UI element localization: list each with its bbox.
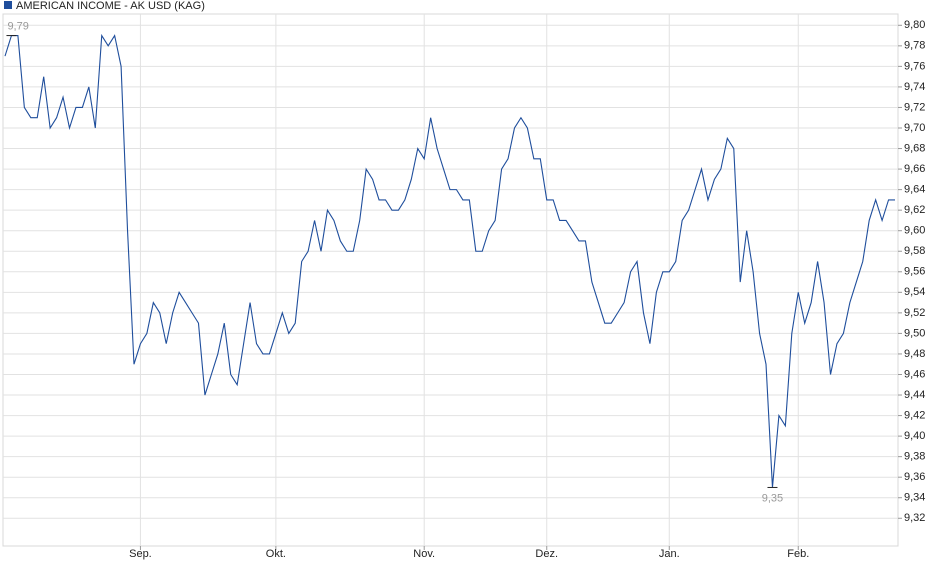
y-tick-label: 9,58 bbox=[904, 245, 925, 257]
legend-swatch bbox=[4, 1, 12, 9]
y-tick-label: 9,76 bbox=[904, 60, 925, 72]
y-tick-label: 9,46 bbox=[904, 368, 925, 380]
x-tick-label: Dez. bbox=[535, 548, 558, 560]
x-tick-label: Jan. bbox=[659, 548, 680, 560]
y-tick-label: 9,40 bbox=[904, 430, 925, 442]
y-tick-label: 9,68 bbox=[904, 142, 925, 154]
y-tick-label: 9,36 bbox=[904, 471, 925, 483]
y-tick-label: 9,64 bbox=[904, 184, 925, 196]
y-tick-label: 9,50 bbox=[904, 327, 925, 339]
y-tick-label: 9,56 bbox=[904, 266, 925, 278]
x-tick-label: Okt. bbox=[266, 548, 286, 560]
y-tick-label: 9,80 bbox=[904, 19, 925, 31]
x-tick-label: Feb. bbox=[787, 548, 809, 560]
x-tick-label: Sep. bbox=[129, 548, 152, 560]
y-tick-label: 9,60 bbox=[904, 225, 925, 237]
y-tick-label: 9,70 bbox=[904, 122, 925, 134]
y-tick-label: 9,32 bbox=[904, 512, 925, 524]
y-tick-label: 9,38 bbox=[904, 451, 925, 463]
extreme-label: 9,35 bbox=[762, 492, 783, 504]
y-tick-label: 9,42 bbox=[904, 409, 925, 421]
y-tick-label: 9,54 bbox=[904, 286, 925, 298]
y-tick-label: 9,34 bbox=[904, 492, 925, 504]
y-tick-label: 9,44 bbox=[904, 389, 925, 401]
y-tick-label: 9,66 bbox=[904, 163, 925, 175]
y-tick-label: 9,52 bbox=[904, 307, 925, 319]
y-tick-label: 9,74 bbox=[904, 81, 925, 93]
y-tick-label: 9,62 bbox=[904, 204, 925, 216]
plot-frame bbox=[2, 13, 899, 547]
y-tick-label: 9,48 bbox=[904, 348, 925, 360]
legend-label: AMERICAN INCOME - AK USD (KAG) bbox=[16, 0, 205, 12]
extreme-label: 9,79 bbox=[7, 20, 28, 32]
y-tick-label: 9,78 bbox=[904, 40, 925, 52]
y-tick-label: 9,72 bbox=[904, 101, 925, 113]
x-tick-label: Nov. bbox=[413, 548, 435, 560]
price-line bbox=[4, 33, 895, 488]
